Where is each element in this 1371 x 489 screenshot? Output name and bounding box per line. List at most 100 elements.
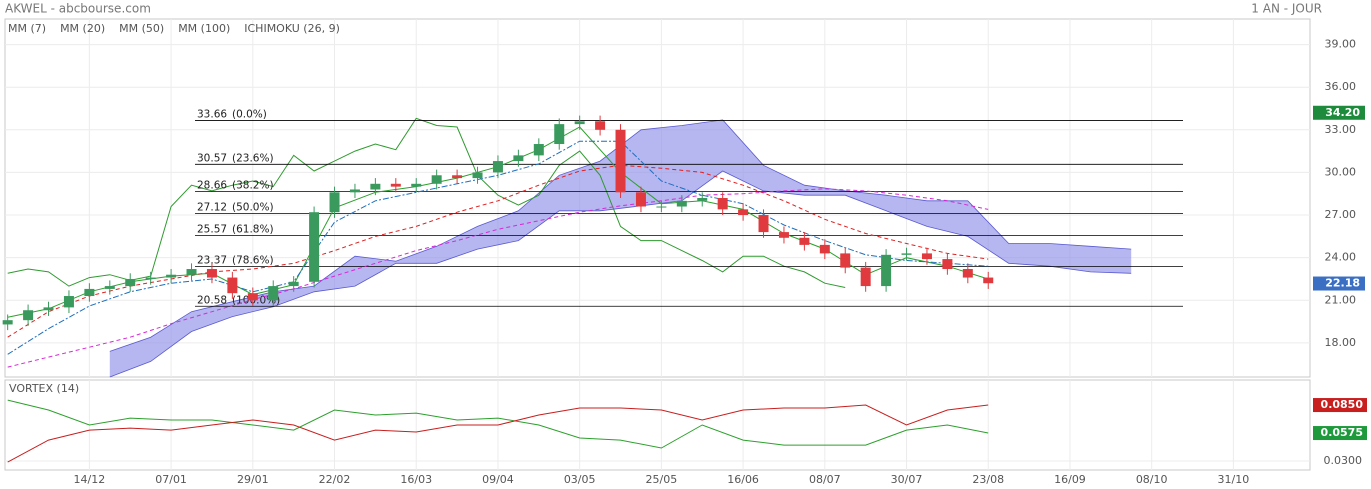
candle-body <box>676 200 687 207</box>
vortex-tag <box>1313 398 1367 413</box>
candle-body <box>574 121 585 125</box>
x-tick-label: 22/02 <box>319 473 351 486</box>
candle-body <box>819 244 830 254</box>
candle-body <box>145 277 156 279</box>
fibonacci-percent: (23.6%) <box>232 152 274 164</box>
candle-body <box>23 310 34 321</box>
candle-body <box>717 198 728 210</box>
vortex-line <box>7 399 989 449</box>
candle-body <box>104 286 115 289</box>
fibonacci-percent: (50.0%) <box>232 201 274 213</box>
vortex-tag <box>1313 426 1367 441</box>
candle-body <box>452 175 463 179</box>
candle-body <box>778 232 789 238</box>
candle-body <box>738 209 749 216</box>
fibonacci-level: 30.57 <box>197 152 227 164</box>
x-tick-label: 03/05 <box>564 473 596 486</box>
ichimoku-span-b <box>109 170 1132 378</box>
chart-title: AKWEL - abcbourse.com <box>5 2 151 16</box>
candle-body <box>962 269 973 278</box>
legend-entry: MM (100) <box>178 22 230 35</box>
candle-body <box>329 192 340 213</box>
y-tick-label: 39.00 <box>1325 38 1357 51</box>
x-tick-label: 31/10 <box>1218 473 1250 486</box>
fibonacci-level: 20.58 <box>197 294 227 306</box>
candle-body <box>2 320 13 325</box>
candle-body <box>186 269 197 275</box>
candle-body <box>595 121 606 130</box>
legend-entry: MM (50) <box>119 22 164 35</box>
candle-body <box>166 274 177 278</box>
fibonacci-level: 23.37 <box>197 255 227 267</box>
fibonacci-level: 27.12 <box>197 201 227 213</box>
candle-body <box>656 206 667 208</box>
vortex-tag-label: 0.0850 <box>1321 398 1364 411</box>
candle-body <box>288 281 299 287</box>
fibonacci-level: 28.66 <box>197 179 227 191</box>
candle-body <box>349 189 360 193</box>
candle-body <box>983 277 994 284</box>
x-tick-label: 16/06 <box>727 473 759 486</box>
moving-average <box>7 188 989 368</box>
fibonacci-level: 33.66 <box>197 108 227 120</box>
candle-body <box>63 296 74 308</box>
y-tick-label: 30.00 <box>1325 165 1357 178</box>
y-tick-label: 24.00 <box>1325 251 1357 264</box>
y-tick-label: 36.00 <box>1325 80 1357 93</box>
candle-body <box>901 253 912 255</box>
x-tick-label: 14/12 <box>74 473 106 486</box>
candle-body <box>431 175 442 184</box>
candle-body <box>411 183 422 187</box>
price-tag <box>1313 105 1365 120</box>
candle-body <box>615 129 626 193</box>
fibonacci-percent: (38.2%) <box>232 179 274 191</box>
y-tick-label: 33.00 <box>1325 123 1357 136</box>
candle-body <box>84 288 95 297</box>
candle-body <box>309 212 320 282</box>
fibonacci-level: 25.57 <box>197 223 227 235</box>
vortex-line <box>7 404 989 463</box>
price-tag-label: 22.18 <box>1325 277 1360 290</box>
candle-body <box>472 172 483 179</box>
legend-entry: ICHIMOKU (26, 9) <box>244 22 340 35</box>
candle-body <box>513 155 524 162</box>
y-tick-label: 0.0300 <box>1324 454 1363 467</box>
y-tick-label: 18.00 <box>1325 336 1357 349</box>
candle-body <box>227 277 238 294</box>
x-tick-label: 29/01 <box>237 473 269 486</box>
period: 1 AN - JOUR <box>1251 2 1322 16</box>
candle-body <box>247 293 258 301</box>
legend-entry: MM (7) <box>8 22 46 35</box>
candle-body <box>942 259 953 270</box>
y-tick-label: 27.00 <box>1325 208 1357 221</box>
x-tick-label: 07/01 <box>155 473 187 486</box>
x-tick-label: 16/03 <box>400 473 432 486</box>
fibonacci-percent: (61.8%) <box>232 223 274 235</box>
candle-body <box>533 144 544 156</box>
x-tick-label: 08/10 <box>1136 473 1168 486</box>
x-tick-label: 08/07 <box>809 473 841 486</box>
fibonacci-percent: (0.0%) <box>232 108 267 120</box>
price-panel <box>4 18 1311 378</box>
candle-body <box>840 253 851 268</box>
x-tick-label: 23/08 <box>972 473 1004 486</box>
x-tick-label: 09/04 <box>482 473 514 486</box>
x-tick-label: 30/07 <box>891 473 923 486</box>
x-tick-label: 25/05 <box>646 473 678 486</box>
vortex-panel <box>4 379 1311 471</box>
price-tag-label: 34.20 <box>1325 106 1360 119</box>
candle-body <box>206 269 217 278</box>
legend-entry: MM (20) <box>60 22 105 35</box>
x-tick-label: 16/09 <box>1054 473 1086 486</box>
price-tag <box>1313 276 1365 291</box>
candle-body <box>268 286 279 301</box>
ichimoku-lagging <box>7 117 846 288</box>
candle-body <box>697 198 708 201</box>
candle-body <box>43 307 54 311</box>
vortex-title: VORTEX (14) <box>9 382 79 395</box>
y-tick-label: 21.00 <box>1325 293 1357 306</box>
vortex-tag-label: 0.0575 <box>1321 426 1363 439</box>
